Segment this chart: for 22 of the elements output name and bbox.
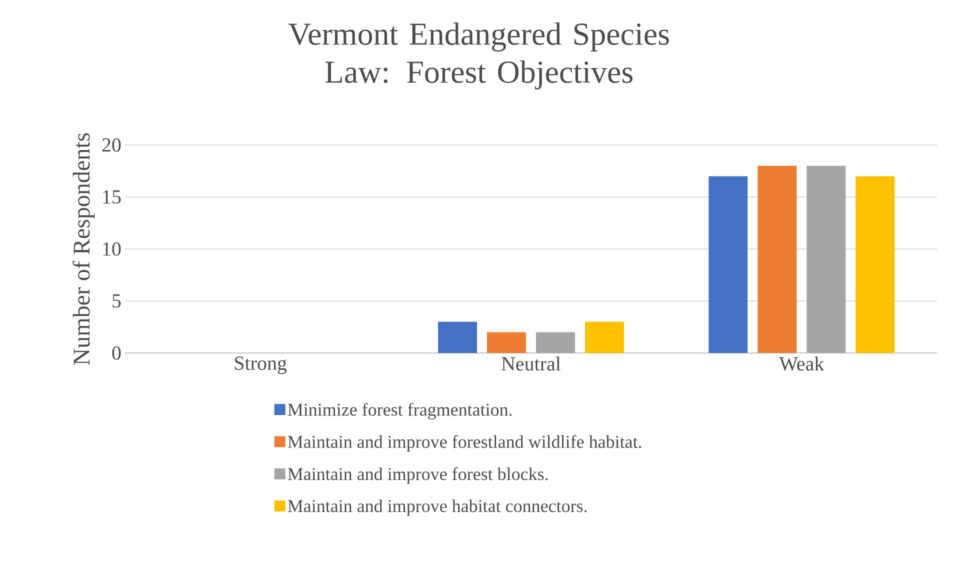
bar [708, 176, 748, 353]
bar [536, 332, 575, 353]
y-tick-label: 5 [112, 294, 121, 308]
y-tick-label: 10 [103, 242, 121, 256]
bar [806, 166, 846, 353]
bar [758, 166, 797, 353]
bar [438, 322, 478, 353]
bar [585, 322, 624, 353]
bar [487, 332, 526, 353]
bar [856, 176, 895, 353]
y-tick-label: 0 [112, 346, 121, 360]
x-tick-label: Weak [779, 356, 824, 371]
legend-label: Maintain and improve forestland wildlife habitat. [288, 435, 642, 452]
legend-label: Minimize forest fragmentation. [288, 402, 512, 420]
legend-label: Maintain and improve forest blocks. [288, 467, 548, 484]
x-tick-label: Strong [235, 356, 287, 374]
x-tick-label: Neutral [502, 356, 561, 371]
y-tick-label: 20 [102, 138, 121, 152]
y-axis-title: Number of Respondents [72, 133, 95, 365]
legend-label: Maintain and improve habitat connectors. [288, 499, 587, 516]
chart-title: Vermont Endangered Species Law: Forest Objectives [288, 22, 669, 90]
y-tick-label: 15 [103, 190, 121, 204]
